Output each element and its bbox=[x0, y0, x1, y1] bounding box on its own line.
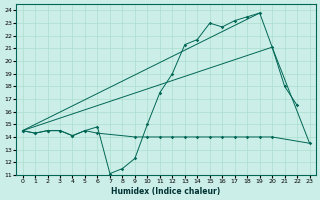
X-axis label: Humidex (Indice chaleur): Humidex (Indice chaleur) bbox=[111, 187, 221, 196]
